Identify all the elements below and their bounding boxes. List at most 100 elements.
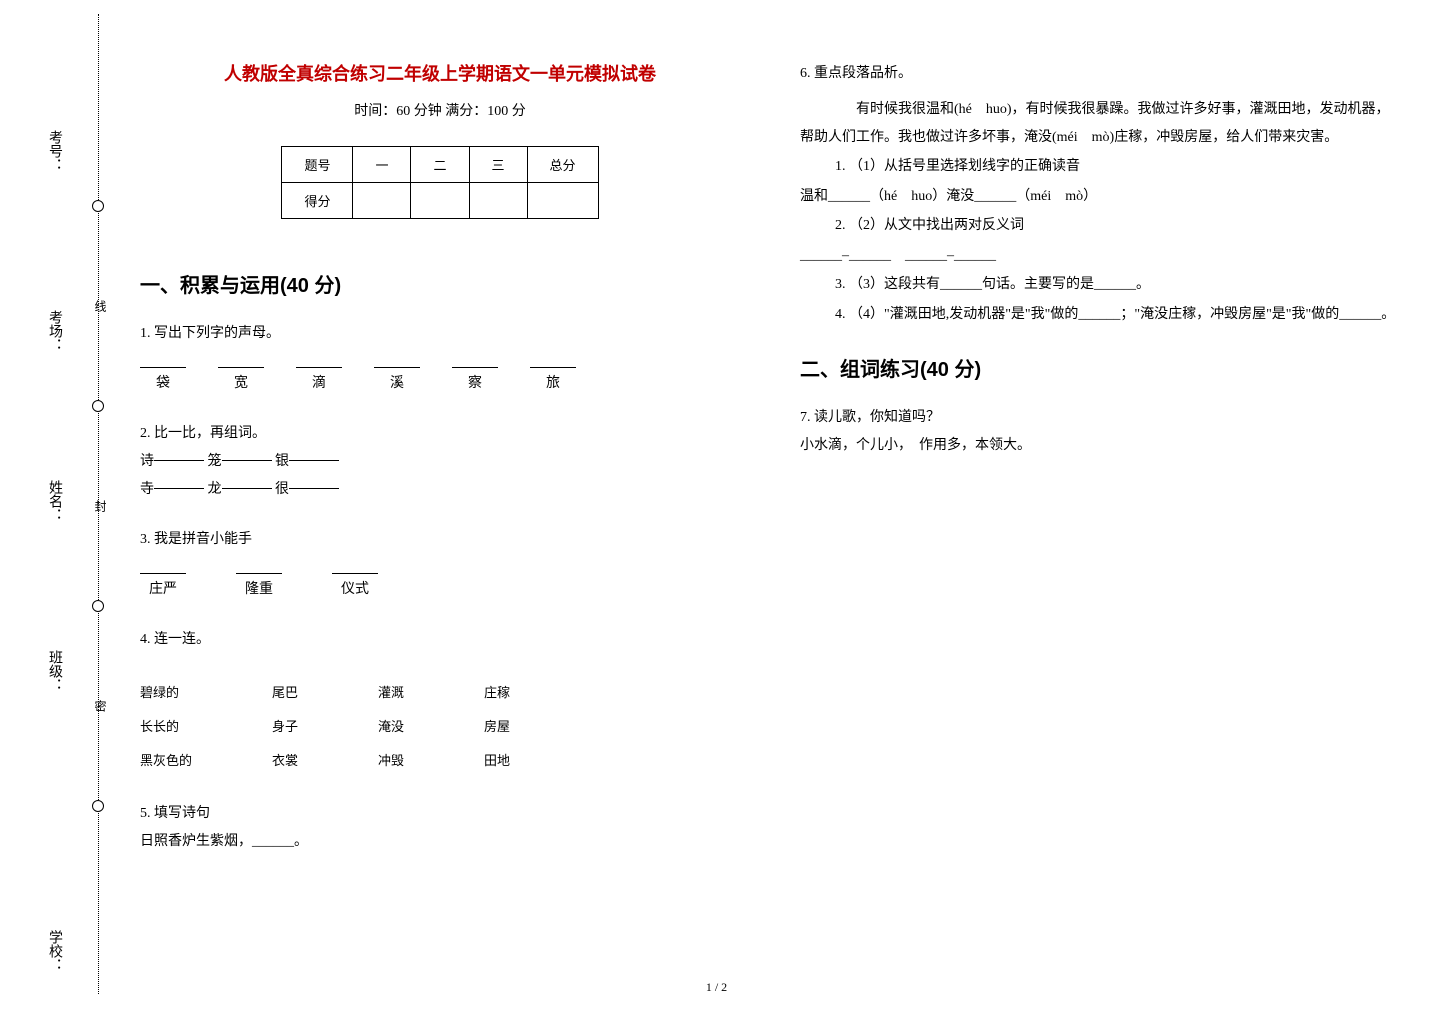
char: 旅	[546, 376, 560, 391]
q-num: 7.	[800, 410, 814, 425]
pair-char: 很	[275, 482, 289, 497]
th: 二	[411, 147, 469, 183]
match-item: 田地	[484, 744, 510, 778]
sub-text: （1）从括号里选择划线字的正确读音	[849, 159, 1080, 174]
match-col: 庄稼 房屋 田地	[484, 676, 510, 778]
gutter-circle	[92, 800, 104, 812]
poem-line: 日照香炉生紫烟，______。	[140, 834, 308, 849]
gutter-circle	[92, 200, 104, 212]
td	[469, 183, 527, 219]
page-title: 人教版全真综合练习二年级上学期语文一单元模拟试卷	[140, 60, 740, 86]
question-6: 6. 重点段落品析。 有时候我很温和(hé huo)，有时候我很暴躁。我做过许多…	[800, 60, 1400, 331]
match-item: 长长的	[140, 710, 192, 744]
match-col: 碧绿的 长长的 黑灰色的	[140, 676, 192, 778]
sub-line: ______–______ ______–______	[800, 242, 1400, 270]
pair-char: 银	[275, 454, 289, 469]
q-num: 6.	[800, 66, 814, 81]
question-2: 2. 比一比，再组词。 诗 笼 银 寺 龙 很	[140, 420, 740, 504]
q-num: 5.	[140, 806, 154, 821]
match-item: 冲毁	[378, 744, 404, 778]
pinyin-item: 察	[452, 354, 498, 398]
th: 题号	[282, 147, 353, 183]
section-heading-1: 一、积累与运用(40 分)	[140, 269, 740, 298]
sub-question: 2. （2）从文中找出两对反义词	[835, 211, 1400, 242]
sub-text: （3）这段共有______句话。主要写的是______。	[849, 277, 1150, 292]
match-item: 身子	[272, 710, 298, 744]
sub-text: （4）"灌溉田地,发动机器"是"我"做的______；"淹没庄稼，冲毁房屋"是"…	[849, 307, 1395, 322]
match-item: 庄稼	[484, 676, 510, 710]
char: 宽	[234, 376, 248, 391]
content-area: 人教版全真综合练习二年级上学期语文一单元模拟试卷 时间：60 分钟 满分：100…	[140, 60, 1400, 950]
match-item: 淹没	[378, 710, 404, 744]
q-text: 重点段落品析。	[814, 66, 912, 81]
gutter-label: 密	[92, 700, 109, 718]
th: 一	[353, 147, 411, 183]
gutter-label: 线	[92, 300, 109, 318]
binding-strip: 线 封 密 考号： 考场： 姓名： 班级： 学校：	[0, 0, 120, 1011]
field-school: 学校：	[44, 930, 64, 972]
td: 得分	[282, 183, 353, 219]
match-col: 尾巴 身子 衣裳	[272, 676, 298, 778]
pinyin-item: 宽	[218, 354, 264, 398]
passage: 有时候我很温和(hé huo)，有时候我很暴躁。我做过许多好事，灌溉田地，发动机…	[800, 96, 1400, 152]
rhyme-line: 小水滴，个儿小， 作用多，本领大。	[800, 438, 1031, 453]
gutter-label: 封	[92, 500, 109, 518]
field-name: 姓名：	[44, 480, 64, 522]
pinyin-item: 滴	[296, 354, 342, 398]
section-heading-2: 二、组词练习(40 分)	[800, 353, 1400, 382]
question-5: 5. 填写诗句 日照香炉生紫烟，______。	[140, 800, 740, 856]
question-4-table: 碧绿的 长长的 黑灰色的 尾巴 身子 衣裳 灌溉 淹没 冲毁 庄稼 房屋 田地	[140, 676, 740, 778]
q-text: 比一比，再组词。	[154, 426, 266, 441]
match-item: 尾巴	[272, 676, 298, 710]
sub-num: 2.	[835, 218, 849, 233]
pinyin-item: 仪式	[332, 560, 378, 604]
th: 三	[469, 147, 527, 183]
table-row: 得分	[282, 183, 598, 219]
q-text: 填写诗句	[154, 806, 210, 821]
q-text: 读儿歌，你知道吗？	[814, 410, 940, 425]
sub-question: 4. （4）"灌溉田地,发动机器"是"我"做的______；"淹没庄稼，冲毁房屋…	[835, 300, 1400, 331]
pinyin-row: 袋 宽 滴 溪 察 旅	[140, 354, 740, 398]
gutter-circle	[92, 400, 104, 412]
word: 隆重	[245, 582, 273, 597]
pinyin-item: 袋	[140, 354, 186, 398]
td	[411, 183, 469, 219]
q-text: 写出下列字的声母。	[154, 326, 280, 341]
match-item: 碧绿的	[140, 676, 192, 710]
table-row: 题号 一 二 三 总分	[282, 147, 598, 183]
q-num: 2.	[140, 426, 154, 441]
question-4: 4. 连一连。	[140, 626, 740, 654]
pair-char: 寺	[140, 482, 154, 497]
char: 滴	[312, 376, 326, 391]
word: 仪式	[341, 582, 369, 597]
gutter-circle	[92, 600, 104, 612]
match-col: 灌溉 淹没 冲毁	[378, 676, 404, 778]
pair-char: 笼	[208, 454, 222, 469]
word: 庄严	[149, 582, 177, 597]
sub-text: （2）从文中找出两对反义词	[849, 218, 1024, 233]
question-3: 3. 我是拼音小能手 庄严 隆重 仪式	[140, 526, 740, 604]
pinyin-item: 溪	[374, 354, 420, 398]
score-table: 题号 一 二 三 总分 得分	[281, 146, 598, 219]
match-item: 房屋	[484, 710, 510, 744]
q-num: 1.	[140, 326, 154, 341]
q-num: 4.	[140, 632, 154, 647]
question-1: 1. 写出下列字的声母。 袋 宽 滴 溪 察 旅	[140, 320, 740, 398]
pinyin-item: 旅	[530, 354, 576, 398]
sub-num: 4.	[835, 307, 849, 322]
pinyin-row: 庄严 隆重 仪式	[140, 560, 740, 604]
sub-line: 温和______（hé huo）淹没______（méi mò）	[800, 183, 1400, 211]
page-subtitle: 时间：60 分钟 满分：100 分	[140, 100, 740, 120]
sub-num: 3.	[835, 277, 849, 292]
q-text: 我是拼音小能手	[154, 532, 252, 547]
match-item: 衣裳	[272, 744, 298, 778]
q-text: 连一连。	[154, 632, 210, 647]
pinyin-item: 庄严	[140, 560, 186, 604]
td	[527, 183, 598, 219]
sub-question: 1. （1）从括号里选择划线字的正确读音	[835, 152, 1400, 183]
char: 袋	[156, 376, 170, 391]
field-room: 考场：	[44, 310, 64, 352]
char: 溪	[390, 376, 404, 391]
sub-question: 3. （3）这段共有______句话。主要写的是______。	[835, 270, 1400, 301]
pair-char: 诗	[140, 454, 154, 469]
